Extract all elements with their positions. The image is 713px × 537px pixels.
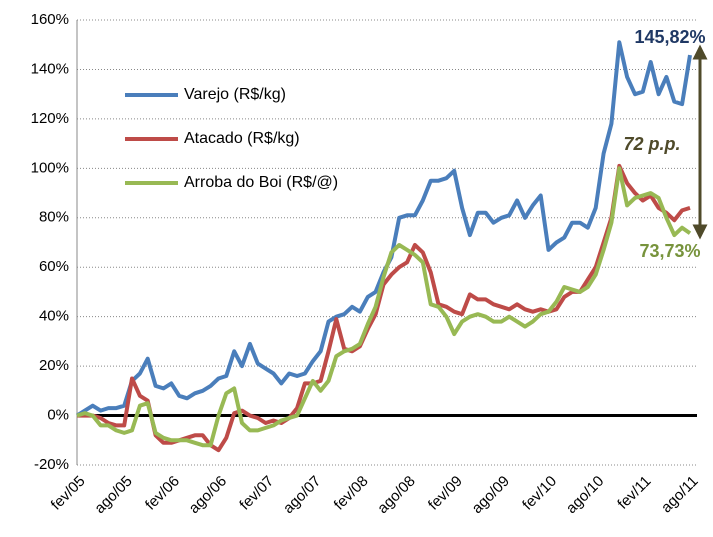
y-tick-label: 140% <box>31 60 69 77</box>
y-tick-label: 120% <box>31 110 69 127</box>
x-tick-label: fev/09 <box>425 473 466 514</box>
y-tick-label: -20% <box>34 456 69 473</box>
annotation: 73,73% <box>639 241 700 261</box>
series-line <box>77 163 691 453</box>
annotation: 72 p.p. <box>623 134 680 154</box>
x-tick-label: ago/10 <box>563 473 607 517</box>
y-tick-label: 0% <box>47 407 69 424</box>
legend-label: Varejo (R$/kg) <box>184 86 286 103</box>
x-tick-label: fev/05 <box>48 473 89 514</box>
y-tick-label: 80% <box>39 209 69 226</box>
annotation: 145,82% <box>634 27 705 47</box>
x-tick-label: fev/07 <box>236 473 277 514</box>
x-tick-label: fev/11 <box>614 473 654 513</box>
x-tick-label: fev/06 <box>142 473 183 514</box>
x-tick-label: ago/07 <box>280 473 324 517</box>
x-tick-label: ago/08 <box>374 473 418 517</box>
y-tick-label: 60% <box>39 258 69 275</box>
series-line <box>75 40 692 418</box>
x-tick-label: ago/09 <box>469 473 513 517</box>
legend-label: Atacado (R$/kg) <box>184 130 300 147</box>
x-tick-label: fev/10 <box>519 473 560 514</box>
x-tick-label: ago/06 <box>186 473 230 517</box>
x-tick-label: ago/05 <box>91 473 135 517</box>
y-tick-label: 20% <box>39 357 69 374</box>
y-tick-label: 100% <box>31 159 69 176</box>
series-line <box>76 166 692 448</box>
legend-label: Arroba do Boi (R$/@) <box>184 174 338 191</box>
y-tick-label: 40% <box>39 308 69 325</box>
x-tick-label: fev/08 <box>331 473 372 514</box>
y-tick-label: 160% <box>31 11 69 28</box>
x-tick-label: ago/11 <box>658 473 702 517</box>
